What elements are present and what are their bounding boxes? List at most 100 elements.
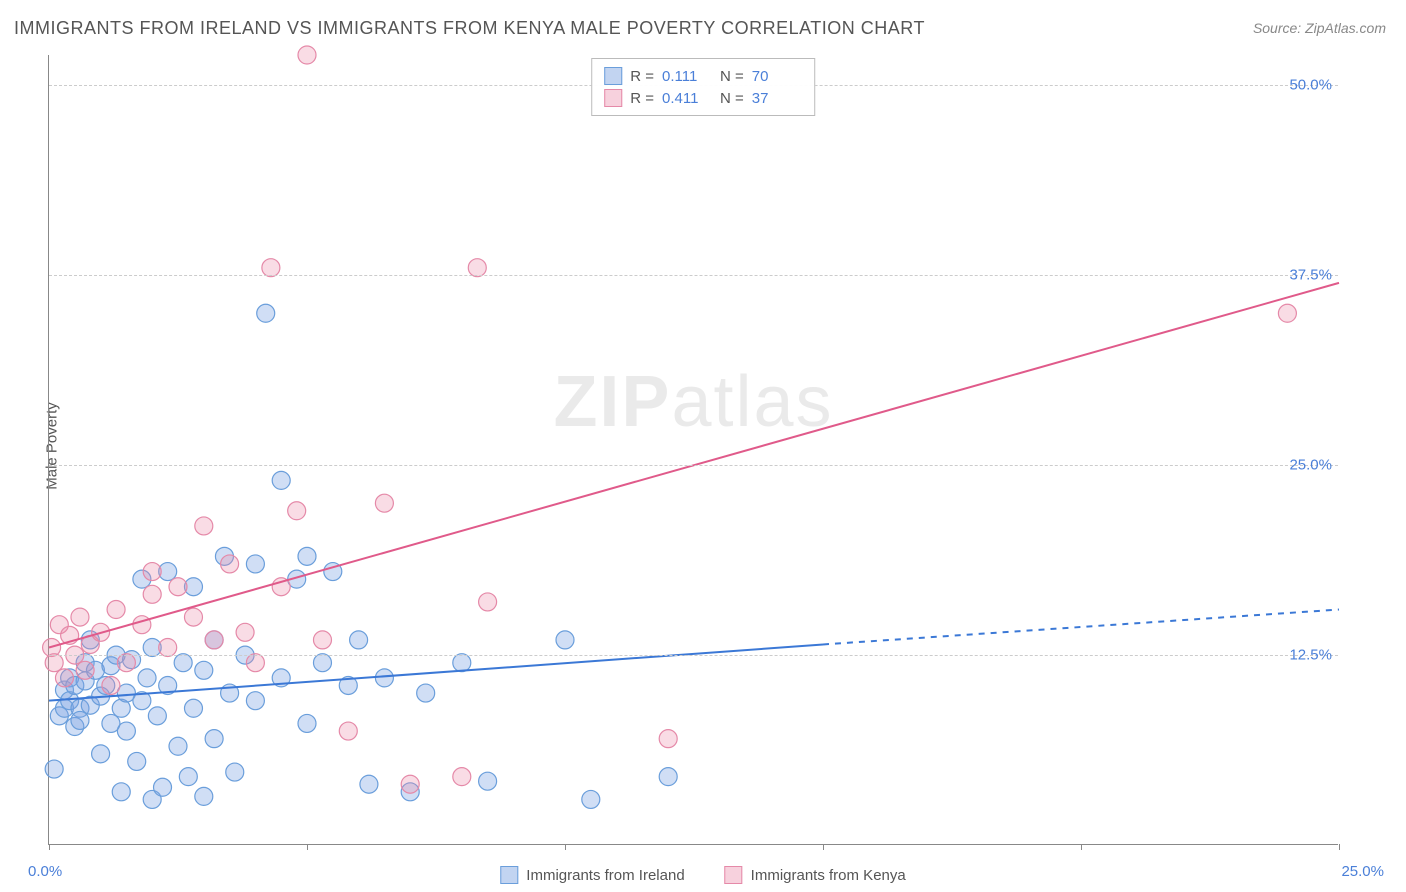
scatter-point xyxy=(159,639,177,657)
scatter-point xyxy=(556,631,574,649)
scatter-point xyxy=(659,730,677,748)
bottom-legend: Immigrants from Ireland Immigrants from … xyxy=(500,866,905,884)
scatter-point xyxy=(184,608,202,626)
regression-line-extrapolated xyxy=(823,610,1339,645)
scatter-point xyxy=(71,711,89,729)
scatter-point xyxy=(169,737,187,755)
scatter-point xyxy=(298,714,316,732)
stat-r-label: R = xyxy=(630,68,654,85)
scatter-point xyxy=(148,707,166,725)
scatter-point xyxy=(257,304,275,322)
scatter-point xyxy=(117,722,135,740)
scatter-point xyxy=(102,676,120,694)
stat-n-blue: 70 xyxy=(752,68,802,85)
source-name: ZipAtlas.com xyxy=(1305,20,1386,36)
scatter-point xyxy=(45,654,63,672)
chart-title: IMMIGRANTS FROM IRELAND VS IMMIGRANTS FR… xyxy=(14,18,925,39)
x-tick-mark xyxy=(565,844,566,850)
scatter-point xyxy=(659,768,677,786)
scatter-point xyxy=(375,494,393,512)
scatter-point xyxy=(179,768,197,786)
scatter-point xyxy=(71,608,89,626)
scatter-point xyxy=(401,775,419,793)
scatter-point xyxy=(154,778,172,796)
stat-n-label: N = xyxy=(720,68,744,85)
scatter-point xyxy=(288,502,306,520)
scatter-point xyxy=(313,654,331,672)
gridline-h xyxy=(49,275,1338,276)
scatter-point xyxy=(417,684,435,702)
scatter-point xyxy=(205,631,223,649)
scatter-svg xyxy=(49,55,1338,844)
x-tick-mark xyxy=(49,844,50,850)
x-tick-label-min: 0.0% xyxy=(28,863,62,880)
stats-row-ireland: R = 0.111 N = 70 xyxy=(604,65,802,87)
scatter-point xyxy=(339,722,357,740)
stat-n-label: N = xyxy=(720,90,744,107)
scatter-point xyxy=(375,669,393,687)
scatter-point xyxy=(117,654,135,672)
scatter-point xyxy=(195,517,213,535)
scatter-point xyxy=(453,654,471,672)
x-tick-mark xyxy=(307,844,308,850)
scatter-point xyxy=(479,772,497,790)
stats-legend-box: R = 0.111 N = 70 R = 0.411 N = 37 xyxy=(591,58,815,116)
scatter-point xyxy=(360,775,378,793)
legend-item-kenya: Immigrants from Kenya xyxy=(725,866,906,884)
scatter-point xyxy=(195,787,213,805)
scatter-point xyxy=(195,661,213,679)
scatter-point xyxy=(350,631,368,649)
scatter-point xyxy=(221,555,239,573)
legend-label-ireland: Immigrants from Ireland xyxy=(526,867,684,884)
stat-r-label: R = xyxy=(630,90,654,107)
scatter-point xyxy=(313,631,331,649)
x-tick-mark xyxy=(1339,844,1340,850)
scatter-point xyxy=(298,547,316,565)
scatter-point xyxy=(468,259,486,277)
scatter-point xyxy=(226,763,244,781)
swatch-blue-icon xyxy=(500,866,518,884)
scatter-point xyxy=(453,768,471,786)
scatter-point xyxy=(1278,304,1296,322)
scatter-point xyxy=(246,654,264,672)
swatch-pink-icon xyxy=(604,89,622,107)
scatter-point xyxy=(76,661,94,679)
scatter-point xyxy=(128,752,146,770)
scatter-point xyxy=(112,783,130,801)
source-prefix: Source: xyxy=(1253,20,1305,36)
legend-item-ireland: Immigrants from Ireland xyxy=(500,866,684,884)
y-tick-label: 25.0% xyxy=(1289,457,1332,474)
scatter-point xyxy=(55,669,73,687)
gridline-h xyxy=(49,655,1338,656)
y-tick-label: 37.5% xyxy=(1289,267,1332,284)
x-tick-mark xyxy=(823,844,824,850)
scatter-point xyxy=(138,669,156,687)
legend-label-kenya: Immigrants from Kenya xyxy=(751,867,906,884)
stat-n-pink: 37 xyxy=(752,90,802,107)
stat-r-blue: 0.111 xyxy=(662,68,712,85)
x-tick-label-max: 25.0% xyxy=(1341,863,1384,880)
scatter-point xyxy=(143,585,161,603)
scatter-point xyxy=(184,699,202,717)
scatter-point xyxy=(479,593,497,611)
y-tick-label: 12.5% xyxy=(1289,647,1332,664)
scatter-point xyxy=(582,790,600,808)
scatter-point xyxy=(92,745,110,763)
scatter-point xyxy=(236,623,254,641)
swatch-pink-icon xyxy=(725,866,743,884)
source-attribution: Source: ZipAtlas.com xyxy=(1253,20,1386,36)
stats-row-kenya: R = 0.411 N = 37 xyxy=(604,87,802,109)
scatter-point xyxy=(45,760,63,778)
scatter-point xyxy=(174,654,192,672)
scatter-point xyxy=(246,692,264,710)
scatter-point xyxy=(133,616,151,634)
scatter-point xyxy=(107,601,125,619)
gridline-h xyxy=(49,465,1338,466)
stat-r-pink: 0.411 xyxy=(662,90,712,107)
scatter-point xyxy=(272,471,290,489)
scatter-point xyxy=(246,555,264,573)
scatter-point xyxy=(298,46,316,64)
scatter-point xyxy=(169,578,187,596)
scatter-point xyxy=(205,730,223,748)
scatter-point xyxy=(143,563,161,581)
